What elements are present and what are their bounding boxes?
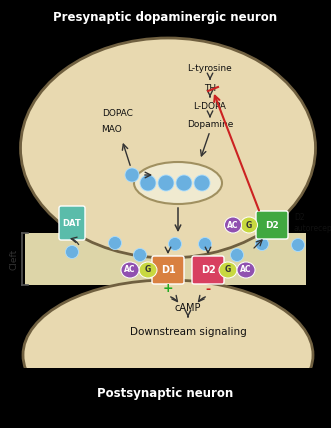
- Ellipse shape: [121, 262, 139, 278]
- Text: G: G: [145, 265, 151, 274]
- Text: D2: D2: [265, 220, 279, 229]
- Ellipse shape: [140, 175, 156, 191]
- Text: Dopamine: Dopamine: [187, 119, 233, 128]
- FancyBboxPatch shape: [59, 206, 85, 240]
- Text: G: G: [225, 265, 231, 274]
- Ellipse shape: [194, 175, 210, 191]
- Ellipse shape: [237, 262, 255, 278]
- Ellipse shape: [21, 38, 315, 258]
- Ellipse shape: [133, 249, 147, 262]
- Bar: [0, 368, 331, 428]
- Text: MAO: MAO: [102, 125, 122, 134]
- Ellipse shape: [134, 162, 222, 204]
- Ellipse shape: [125, 168, 139, 182]
- Text: Cleft: Cleft: [10, 248, 19, 270]
- Text: AC: AC: [124, 265, 136, 274]
- Ellipse shape: [256, 238, 268, 250]
- Text: G: G: [246, 220, 252, 229]
- FancyBboxPatch shape: [256, 211, 288, 239]
- Text: -: -: [206, 282, 211, 295]
- Text: D1: D1: [161, 265, 175, 275]
- Ellipse shape: [230, 249, 244, 262]
- Ellipse shape: [66, 246, 78, 259]
- Ellipse shape: [292, 238, 305, 252]
- Text: Downstream signaling: Downstream signaling: [130, 327, 246, 337]
- Bar: [25, 233, 306, 285]
- Text: DAT: DAT: [63, 219, 81, 228]
- Ellipse shape: [224, 217, 242, 233]
- Text: D2: D2: [201, 265, 215, 275]
- Text: Postsynaptic neuron: Postsynaptic neuron: [97, 386, 234, 399]
- Ellipse shape: [241, 217, 258, 233]
- Text: DOPAC: DOPAC: [103, 109, 133, 118]
- FancyBboxPatch shape: [192, 256, 224, 284]
- Text: L-tyrosine: L-tyrosine: [188, 63, 232, 72]
- Bar: [0, 0, 331, 33]
- Ellipse shape: [168, 238, 181, 250]
- Text: Presynaptic dopaminergic neuron: Presynaptic dopaminergic neuron: [53, 11, 278, 24]
- Text: AC: AC: [240, 265, 252, 274]
- Ellipse shape: [199, 238, 212, 250]
- Text: AC: AC: [227, 220, 239, 229]
- Ellipse shape: [176, 175, 192, 191]
- Text: L-DOPA: L-DOPA: [194, 101, 226, 110]
- Text: cAMP: cAMP: [175, 303, 201, 313]
- Ellipse shape: [109, 237, 121, 250]
- Text: D2
autoreceptor: D2 autoreceptor: [294, 213, 331, 233]
- FancyBboxPatch shape: [152, 256, 184, 284]
- Ellipse shape: [23, 280, 313, 428]
- Text: TH: TH: [204, 83, 216, 92]
- Ellipse shape: [158, 175, 174, 191]
- Text: +: +: [163, 282, 173, 295]
- Ellipse shape: [139, 262, 157, 278]
- Ellipse shape: [219, 262, 237, 278]
